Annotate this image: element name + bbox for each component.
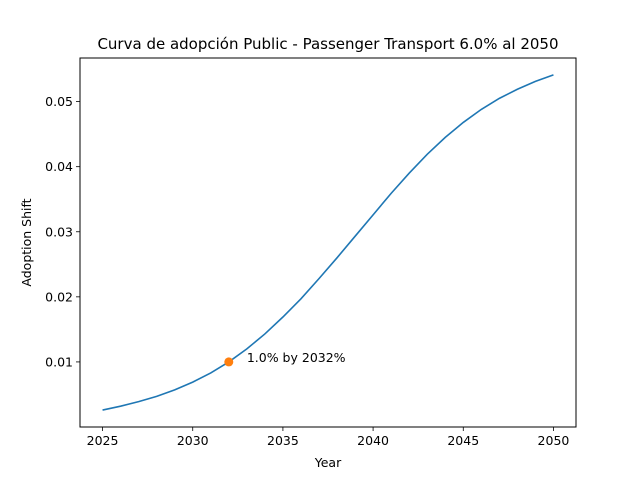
chart-title: Curva de adopción Public - Passenger Tra… [97,35,558,53]
x-axis-label: Year [314,455,342,470]
x-tick-label: 2025 [87,433,119,448]
annotation-label: 1.0% by 2032% [247,350,346,365]
plot-area [102,74,554,411]
x-axis: 2025 2030 2035 2040 2045 2050 [87,427,570,448]
plot-frame [79,57,577,428]
y-tick-label: 0.05 [45,94,73,109]
y-tick-label: 0.03 [45,224,73,239]
y-axis: 0.01 0.02 0.03 0.04 0.05 [45,94,80,369]
x-tick-label: 2030 [177,433,209,448]
y-tick-label: 0.01 [45,354,73,369]
x-tick-label: 2045 [447,433,479,448]
y-tick-label: 0.04 [45,159,73,174]
y-axis-label: Adoption Shift [19,198,34,286]
series-line [102,74,554,411]
highlight-point [224,357,234,367]
x-tick-label: 2035 [267,433,299,448]
x-tick-label: 2050 [538,433,570,448]
x-tick-label: 2040 [357,433,389,448]
y-tick-label: 0.02 [45,289,73,304]
